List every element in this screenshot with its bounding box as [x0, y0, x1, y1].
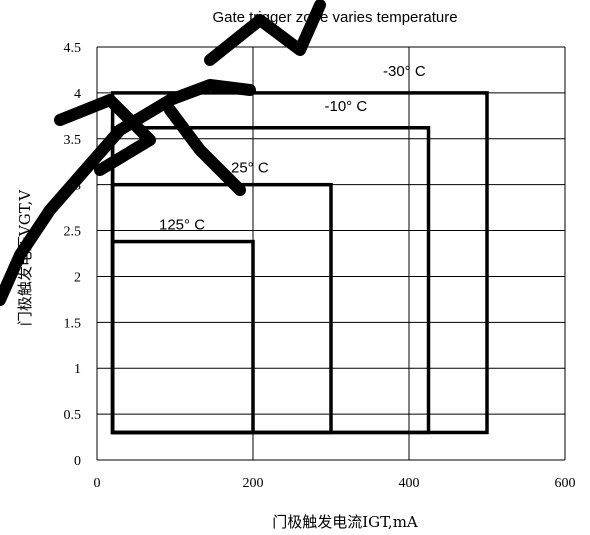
y-tick-label: 4.5 — [64, 41, 82, 56]
zones: -30° C -10° C 25° C 125° C — [110, 63, 489, 435]
y-tick-label: 2 — [74, 270, 81, 285]
zone-label: 25° C — [231, 160, 269, 177]
zone-label: 125° C — [159, 217, 205, 234]
chart-title: Gate trigger zone varies temperature — [212, 9, 457, 26]
x-axis-label: 门极触发电流IGT,mA — [272, 513, 418, 531]
y-tick-label: 0 — [74, 454, 81, 469]
zone-rect — [110, 182, 333, 435]
y-tick-label: 4 — [74, 87, 81, 102]
x-tick-label: 400 — [399, 476, 420, 491]
zone-label: -30° C — [383, 63, 426, 80]
y-tick-label: 0.5 — [64, 408, 82, 423]
y-tick-label: 3.5 — [64, 133, 82, 148]
watermark-logo — [0, 0, 326, 306]
x-tick-label: 200 — [243, 476, 264, 491]
y-tick-label: 2.5 — [64, 225, 82, 240]
zone-label: -10° C — [325, 98, 368, 115]
y-tick-label: 1 — [74, 362, 81, 377]
zone-rect — [110, 91, 489, 435]
zone-rect — [110, 239, 255, 435]
y-tick-label: 1.5 — [64, 316, 82, 331]
x-tick-label: 600 — [555, 476, 576, 491]
x-tick-label: 0 — [94, 476, 101, 491]
ticks: 00.511.522.533.544.50 200 400 600 — [64, 41, 576, 491]
zone-rect — [110, 126, 431, 435]
